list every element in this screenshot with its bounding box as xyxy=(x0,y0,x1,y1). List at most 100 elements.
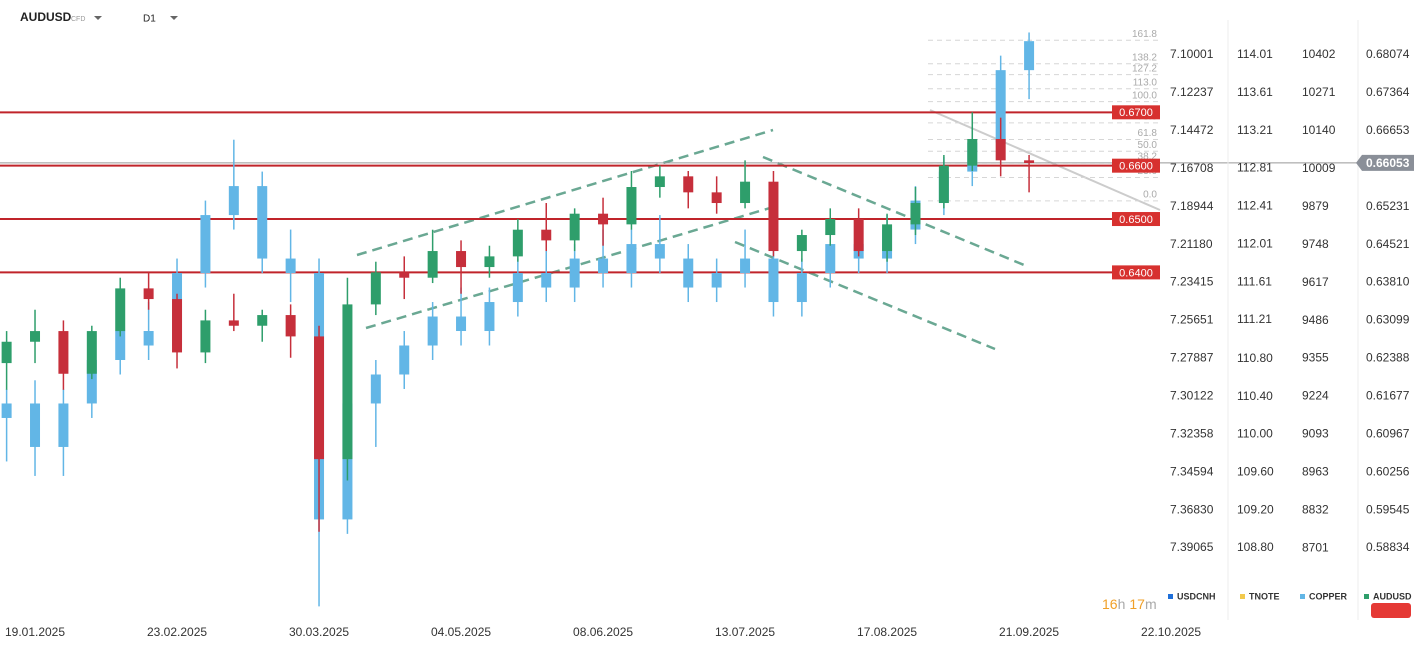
candle-body xyxy=(512,273,523,303)
candle-body xyxy=(285,315,296,337)
candle-body xyxy=(314,336,325,460)
x-tick-label: 30.03.2025 xyxy=(289,625,349,639)
symbol[interactable]: AUDUSD xyxy=(20,10,72,24)
header: AUDUSD CFD D1 xyxy=(20,10,178,25)
level-label-box xyxy=(1112,105,1160,120)
candle-body xyxy=(30,403,41,447)
candle-body xyxy=(257,315,268,326)
x-tick-label: 04.05.2025 xyxy=(431,625,491,639)
countdown-hours-unit: h xyxy=(1118,596,1126,612)
candle-body xyxy=(115,288,126,332)
trade-button[interactable] xyxy=(1371,603,1411,618)
plot: 161.8138.2127.2113.0100.078.661.850.038.… xyxy=(0,29,1358,607)
symbol-dropdown[interactable] xyxy=(94,16,102,20)
y-tick-label: 111.61 xyxy=(1237,274,1272,288)
y-tick-label: 9486 xyxy=(1302,313,1329,327)
y-tick-label: 7.27887 xyxy=(1170,351,1214,365)
candle-body xyxy=(825,244,836,274)
candle-body xyxy=(115,331,126,360)
candle-body xyxy=(257,186,268,259)
candle-body xyxy=(58,403,69,447)
y-tick-label: 0.65231 xyxy=(1366,199,1410,213)
y-tick-label: 110.00 xyxy=(1237,427,1273,441)
y-tick-label: 0.64521 xyxy=(1366,237,1410,251)
candle-body xyxy=(200,320,211,353)
y-tick-label: 7.23415 xyxy=(1170,275,1214,289)
level-label-box xyxy=(1112,265,1160,280)
y-tick-label: 0.68074 xyxy=(1366,47,1410,61)
candle-body xyxy=(796,273,807,303)
candle-body xyxy=(86,360,97,404)
fib-label: 138.2 xyxy=(1132,52,1157,63)
level-label: 0.6500 xyxy=(1119,214,1153,226)
y-tick-label: 9617 xyxy=(1302,275,1329,289)
timeframe-dropdown[interactable] xyxy=(170,16,178,20)
candle-body xyxy=(1024,41,1035,71)
legend-label: TNOTE xyxy=(1249,591,1280,601)
countdown-minutes: 17 xyxy=(1129,596,1145,612)
legend-swatch xyxy=(1300,594,1305,599)
y-tick-label: 7.16708 xyxy=(1170,161,1214,175)
y-tick-label: 113.21 xyxy=(1237,123,1273,137)
candle-body xyxy=(626,187,637,225)
candle-body xyxy=(711,192,722,204)
y-tick-label: 108.80 xyxy=(1237,540,1274,554)
fib-label: 0.0 xyxy=(1143,190,1157,201)
y-tick-label: 7.21180 xyxy=(1170,237,1213,251)
x-tick-label: 13.07.2025 xyxy=(715,625,775,639)
legend-label: AUDUSD xyxy=(1373,591,1412,601)
candle-body xyxy=(228,320,239,326)
candle-body xyxy=(143,288,154,300)
candle-body xyxy=(995,70,1006,143)
candle-body xyxy=(569,213,580,241)
candle-body xyxy=(711,273,722,288)
y-tick-label: 9748 xyxy=(1302,237,1329,251)
y-tick-label: 7.34594 xyxy=(1170,464,1214,478)
candle-body xyxy=(427,251,438,278)
timeframe[interactable]: D1 xyxy=(143,14,156,25)
y-tick-label: 7.12237 xyxy=(1170,85,1214,99)
x-tick-label: 17.08.2025 xyxy=(857,625,917,639)
y-tick-label: 0.62388 xyxy=(1366,351,1410,365)
candle-body xyxy=(370,374,381,404)
y-tick-label: 8701 xyxy=(1302,540,1329,554)
fib-label: 113.0 xyxy=(1133,77,1158,88)
candle-body xyxy=(58,331,69,374)
candle-body xyxy=(796,235,807,252)
y-tick-label: 9224 xyxy=(1302,389,1329,403)
candle-body xyxy=(484,302,495,332)
level-label: 0.6400 xyxy=(1119,267,1153,279)
current-price-label: 0.66053 xyxy=(1366,156,1410,170)
candle-body xyxy=(370,272,381,305)
y-tick-label: 109.60 xyxy=(1237,464,1274,478)
candle-body xyxy=(228,186,239,216)
candle-body xyxy=(740,258,751,274)
level-label-box xyxy=(1112,158,1160,173)
y-tick-label: 0.60256 xyxy=(1366,464,1410,478)
y-tick-label: 0.58834 xyxy=(1366,540,1410,554)
countdown: 16h 17m xyxy=(1102,596,1157,612)
x-tick-label: 19.01.2025 xyxy=(5,625,65,639)
symbol-type: CFD xyxy=(71,16,85,23)
legend-swatch xyxy=(1168,594,1173,599)
candle-body xyxy=(768,258,779,303)
y-tick-label: 7.32358 xyxy=(1170,426,1214,440)
y-tick-label: 0.63099 xyxy=(1366,313,1410,327)
trend-line xyxy=(929,109,1161,211)
candle-body xyxy=(654,244,665,259)
legend-swatch xyxy=(1364,594,1369,599)
y-tick-label: 112.01 xyxy=(1237,236,1273,250)
y-tick-label: 111.21 xyxy=(1237,312,1272,326)
y-tick-label: 109.20 xyxy=(1237,502,1274,516)
y-tick-label: 9355 xyxy=(1302,351,1329,365)
candle-body xyxy=(456,316,467,332)
y-tick-label: 10009 xyxy=(1302,161,1336,175)
legend-swatch xyxy=(1240,594,1245,599)
y-tick-label: 0.66653 xyxy=(1366,123,1410,137)
candle-body xyxy=(399,345,410,375)
y-tick-label: 0.61677 xyxy=(1366,389,1410,403)
candle-body xyxy=(569,258,580,288)
y-tick-label: 10140 xyxy=(1302,123,1336,137)
candle-body xyxy=(1,341,12,364)
fib-label: 61.8 xyxy=(1138,128,1158,139)
